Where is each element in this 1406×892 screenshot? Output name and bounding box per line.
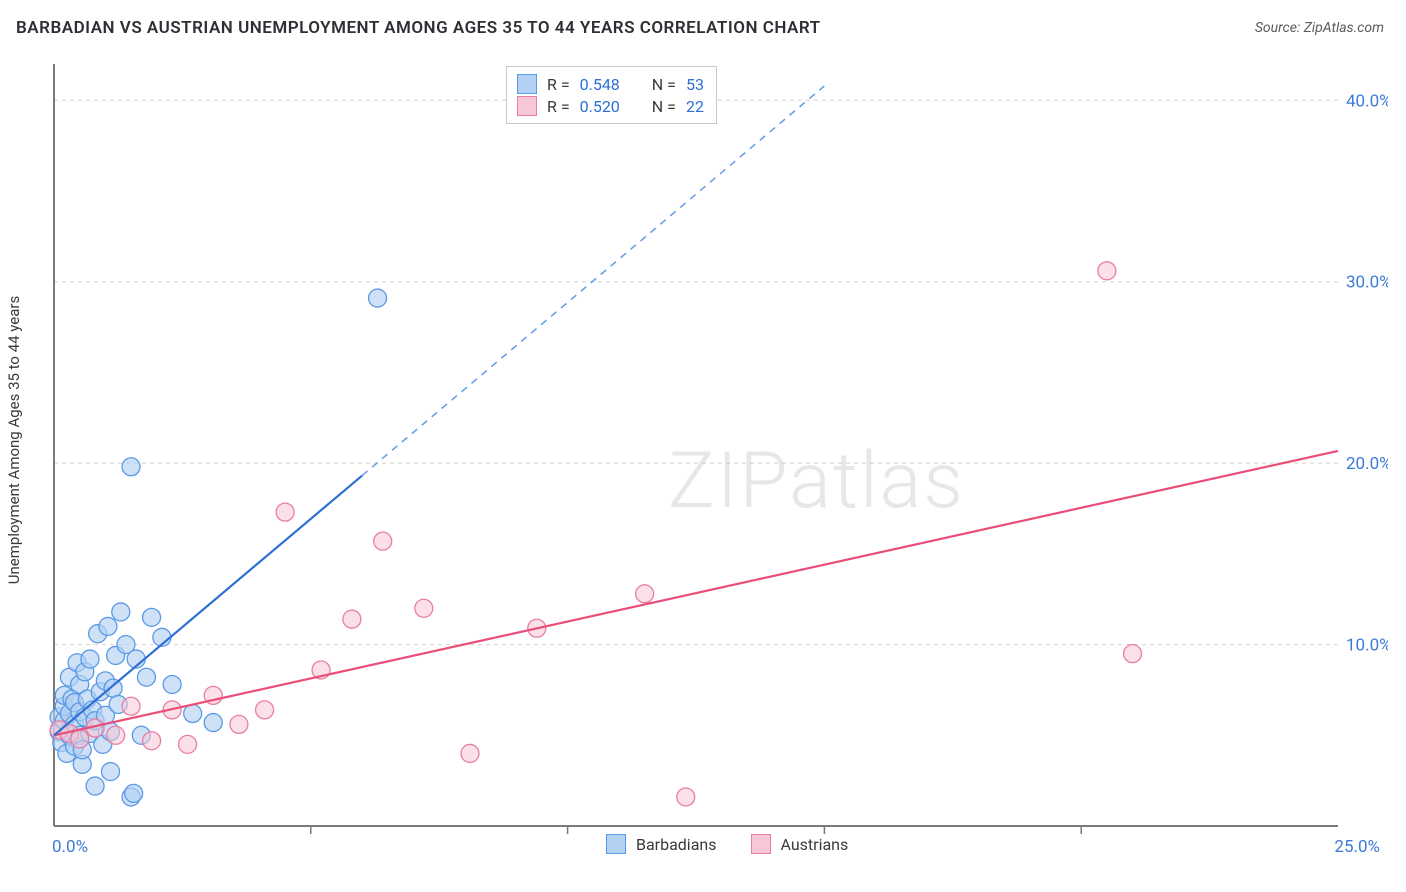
scatter-plot: 10.0% 20.0% 30.0% 40.0% 0.0% 25.0%	[48, 56, 1388, 856]
svg-text:10.0%: 10.0%	[1346, 636, 1388, 656]
correlation-stats-box: R = 0.548 N = 53 R = 0.520 N = 22	[506, 66, 717, 124]
svg-text:25.0%: 25.0%	[1334, 837, 1380, 856]
r-label: R =	[547, 97, 570, 116]
legend-item-barbadians: Barbadians	[606, 834, 717, 854]
y-axis-label: Unemployment Among Ages 35 to 44 years	[5, 296, 23, 584]
stats-row-barbadians: R = 0.548 N = 53	[517, 73, 704, 95]
svg-text:20.0%: 20.0%	[1346, 454, 1388, 474]
r-label: R =	[547, 75, 570, 94]
n-label: N =	[652, 97, 676, 116]
swatch-blue-icon	[517, 74, 537, 94]
legend-bottom: Barbadians Austrians	[606, 834, 848, 854]
svg-text:0.0%: 0.0%	[52, 837, 88, 856]
n-value-austrians: 22	[686, 97, 704, 116]
chart-title: BARBADIAN VS AUSTRIAN UNEMPLOYMENT AMONG…	[16, 18, 821, 38]
chart-region: 10.0%20.0%30.0%40.0%0.0%25.0% ZIPatlas R…	[48, 56, 1348, 846]
swatch-pink-icon	[517, 96, 537, 116]
r-value-austrians: 0.520	[580, 97, 620, 116]
svg-text:40.0%: 40.0%	[1346, 91, 1388, 111]
r-value-barbadians: 0.548	[580, 75, 620, 94]
n-label: N =	[652, 75, 676, 94]
swatch-blue-icon	[606, 834, 626, 854]
legend-label: Barbadians	[636, 835, 717, 854]
svg-text:30.0%: 30.0%	[1346, 273, 1388, 293]
stats-row-austrians: R = 0.520 N = 22	[517, 95, 704, 117]
n-value-barbadians: 53	[686, 75, 704, 94]
swatch-pink-icon	[751, 834, 771, 854]
source-attribution: Source: ZipAtlas.com	[1255, 20, 1384, 36]
legend-item-austrians: Austrians	[751, 834, 849, 854]
legend-label: Austrians	[781, 835, 849, 854]
